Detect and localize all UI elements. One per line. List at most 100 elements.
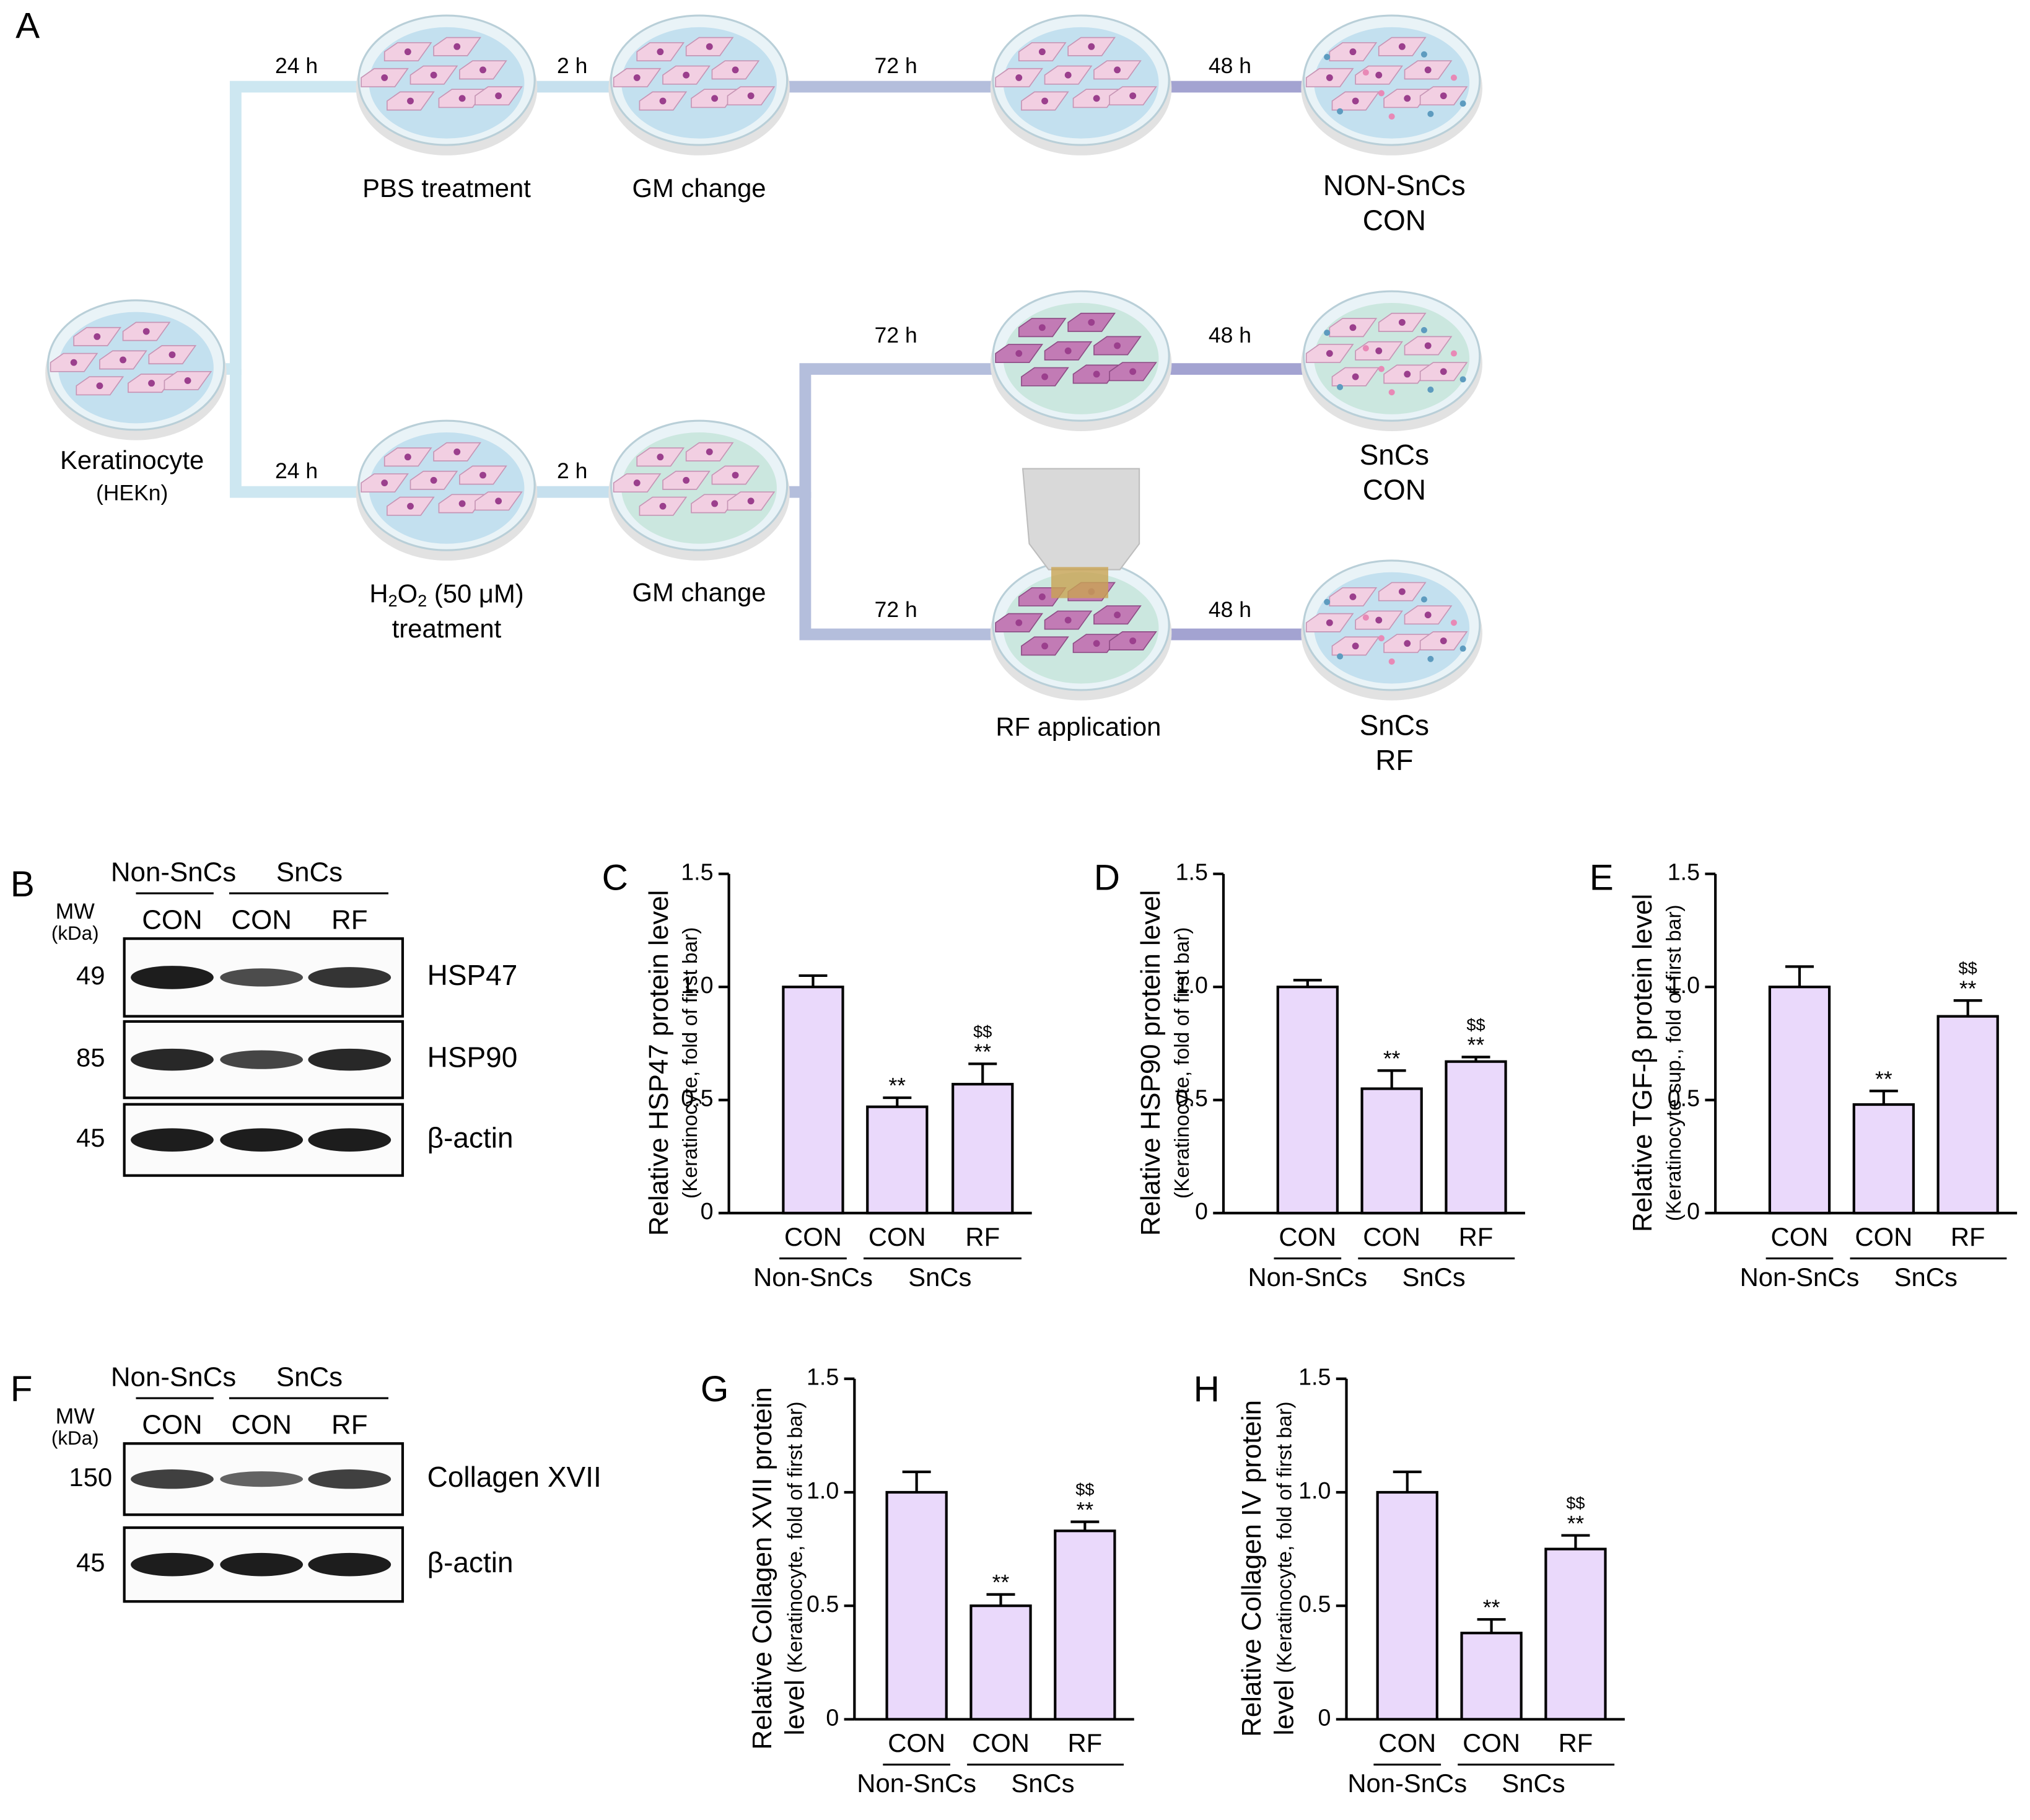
error-bar bbox=[1561, 1534, 1590, 1549]
lane-label: CON bbox=[231, 1410, 291, 1440]
connector bbox=[220, 81, 376, 375]
nucleus bbox=[1440, 637, 1447, 644]
nucleus bbox=[1398, 318, 1406, 326]
nucleus bbox=[732, 471, 739, 479]
x-tick-label: CON bbox=[888, 1728, 945, 1757]
group-label: Non-SnCs bbox=[111, 1362, 236, 1392]
dish bbox=[1301, 290, 1482, 431]
nucleus bbox=[1088, 318, 1095, 326]
nucleus bbox=[495, 92, 502, 100]
nucleus bbox=[458, 95, 466, 102]
significance: ** bbox=[1383, 1046, 1401, 1071]
error-bar bbox=[883, 1096, 912, 1107]
lane-label: CON bbox=[231, 905, 291, 935]
y-label-text: Relative HSP90 protein level bbox=[1135, 890, 1166, 1236]
secreted-factor bbox=[1420, 596, 1427, 603]
y-label-note: (Keratinocyte, fold of first bar) bbox=[1171, 927, 1194, 1199]
node-label: NON-SnCs bbox=[1323, 169, 1466, 201]
dish bbox=[356, 14, 538, 155]
group-label: Non-SnCs bbox=[753, 1262, 873, 1292]
significance: ** bbox=[1959, 976, 1977, 1001]
nucleus bbox=[711, 95, 719, 102]
group-label: SnCs bbox=[276, 1362, 343, 1392]
nucleus bbox=[381, 479, 388, 486]
nucleus bbox=[430, 71, 437, 79]
y-label-note: (Keratinocyte, fold of first bar) bbox=[1273, 1401, 1296, 1673]
time-label: 48 h bbox=[1209, 323, 1251, 348]
nucleus bbox=[1064, 71, 1072, 79]
x-tick-label: CON bbox=[1378, 1728, 1436, 1757]
nucleus bbox=[479, 471, 486, 479]
secreted-factor bbox=[1450, 619, 1457, 626]
nucleus bbox=[1424, 66, 1432, 74]
panel-letter: G bbox=[701, 1369, 729, 1409]
secreted-factor bbox=[1420, 51, 1427, 58]
band bbox=[131, 1469, 214, 1489]
band bbox=[220, 1552, 304, 1577]
secreted-factor bbox=[1362, 614, 1369, 621]
nucleus bbox=[1424, 611, 1432, 619]
nucleus bbox=[683, 71, 690, 79]
node-label: GM change bbox=[632, 577, 766, 606]
group-label: SnCs bbox=[276, 857, 343, 887]
dish bbox=[990, 14, 1172, 155]
secreted-factor bbox=[1378, 635, 1385, 642]
group-label: Non-SnCs bbox=[857, 1769, 976, 1798]
secreted-factor bbox=[1324, 598, 1331, 605]
node-label: H2O2 (50 μM) bbox=[369, 579, 523, 610]
band bbox=[131, 966, 214, 989]
band bbox=[220, 1050, 304, 1069]
secreted-factor bbox=[1324, 53, 1331, 60]
nucleus bbox=[706, 43, 713, 50]
group-label: SnCs bbox=[1402, 1262, 1466, 1292]
nucleus bbox=[659, 502, 667, 510]
band bbox=[308, 1469, 392, 1489]
protein-label: β-actin bbox=[427, 1546, 514, 1578]
nucleus bbox=[1114, 611, 1121, 619]
y-tick-label: 1.5 bbox=[1298, 1364, 1331, 1390]
y-label-text: Relative Collagen IV protein bbox=[1236, 1400, 1267, 1737]
nucleus bbox=[458, 500, 466, 507]
y-tick-label: 0 bbox=[1318, 1704, 1331, 1730]
x-tick-label: CON bbox=[1279, 1222, 1336, 1251]
secreted-factor bbox=[1450, 350, 1457, 357]
nucleus bbox=[1038, 593, 1046, 600]
secreted-factor bbox=[1450, 74, 1457, 81]
y-tick-label: 0 bbox=[826, 1704, 839, 1730]
panel-letter: C bbox=[602, 858, 628, 898]
y-tick-label: 1.5 bbox=[681, 859, 713, 885]
error-bar bbox=[1461, 1056, 1490, 1062]
significance: $$ bbox=[1959, 958, 1977, 978]
x-tick-label: CON bbox=[1771, 1222, 1829, 1251]
significance: ** bbox=[1875, 1067, 1892, 1092]
band bbox=[220, 1128, 304, 1152]
nucleus bbox=[1375, 616, 1383, 624]
y-tick-label: 0 bbox=[1195, 1198, 1208, 1224]
nucleus bbox=[747, 92, 755, 100]
error-bar bbox=[1785, 965, 1814, 987]
time-label: 72 h bbox=[875, 323, 917, 348]
nucleus bbox=[1398, 43, 1406, 50]
significance: ** bbox=[1567, 1511, 1585, 1536]
time-label: 72 h bbox=[875, 597, 917, 622]
node-label: GM change bbox=[632, 173, 766, 203]
y-tick-label: 1.0 bbox=[1668, 972, 1700, 998]
nucleus bbox=[1424, 342, 1432, 349]
nucleus bbox=[407, 97, 414, 105]
nucleus bbox=[1093, 640, 1100, 647]
nucleus bbox=[1404, 640, 1411, 647]
error-bar bbox=[1869, 1090, 1898, 1105]
mw-header: MW bbox=[56, 899, 95, 924]
y-tick-label: 0.5 bbox=[1298, 1591, 1331, 1617]
band bbox=[131, 1128, 214, 1152]
nucleus bbox=[404, 48, 411, 56]
node-label: SnCs bbox=[1360, 709, 1429, 742]
error-bar bbox=[1377, 1069, 1406, 1089]
significance: $$ bbox=[973, 1022, 992, 1041]
nucleus bbox=[633, 479, 641, 486]
significance: ** bbox=[1483, 1595, 1500, 1620]
secreted-factor bbox=[1337, 383, 1344, 390]
error-bar bbox=[986, 1593, 1015, 1606]
